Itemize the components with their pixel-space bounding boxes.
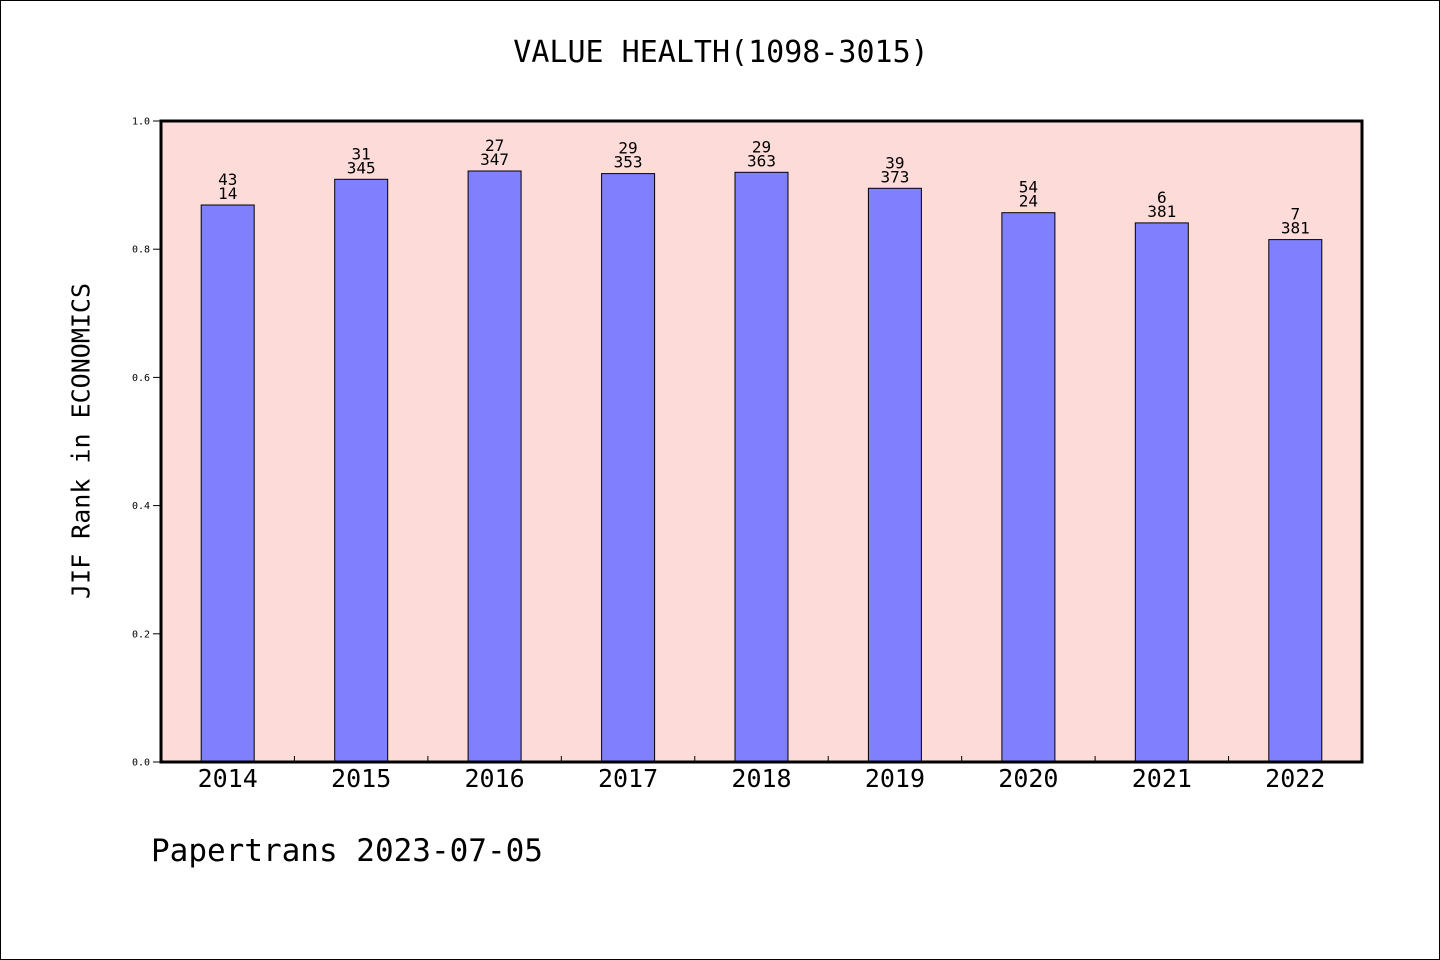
data-label-bottom-2014: 14 xyxy=(218,184,237,203)
y-tick-label-0.6: 0.6 xyxy=(132,373,150,384)
bar-2019 xyxy=(867,187,922,763)
data-label-top-2018: 29 xyxy=(752,137,771,156)
x-axis: 2014 2015 2016 2017 2018 2019 2020 2021 2022 xyxy=(198,756,1325,793)
data-label-bottom-2020: 24 xyxy=(1019,192,1038,211)
x-tick-label-2019: 2019 xyxy=(865,764,925,793)
data-label-bottom-2018: 363 xyxy=(747,151,776,170)
x-tick-label-2022: 2022 xyxy=(1265,764,1325,793)
bar-2020 xyxy=(1001,212,1056,763)
data-label-bottom-2022: 381 xyxy=(1281,219,1310,238)
bar-2017 xyxy=(601,173,656,763)
x-tick-label-2017: 2017 xyxy=(598,764,658,793)
x-tick-label-2014: 2014 xyxy=(198,764,258,793)
bar-2014 xyxy=(200,204,255,763)
data-label-top-2015: 31 xyxy=(352,144,371,163)
bars-layer xyxy=(200,170,1323,763)
data-label-top-2019: 39 xyxy=(885,153,904,172)
y-tick-label-0.8: 0.8 xyxy=(132,245,150,256)
x-tick-label-2016: 2016 xyxy=(465,764,525,793)
y-tick-label-0.4: 0.4 xyxy=(132,501,150,512)
data-label-bottom-2015: 345 xyxy=(347,158,376,177)
data-label-top-2014: 43 xyxy=(218,170,237,189)
data-label-top-2022: 7 xyxy=(1290,205,1300,224)
data-label-bottom-2021: 381 xyxy=(1147,202,1176,221)
bar-2016 xyxy=(467,170,522,763)
plot-border xyxy=(159,119,1364,764)
x-tick-label-2018: 2018 xyxy=(731,764,791,793)
y-tick-label-0.0: 0.0 xyxy=(132,758,150,769)
data-label-top-2017: 29 xyxy=(618,139,637,158)
bar-2021 xyxy=(1134,222,1189,763)
x-tick-label-2020: 2020 xyxy=(998,764,1058,793)
data-label-top-2016: 27 xyxy=(485,136,504,155)
data-label-top-2020: 54 xyxy=(1019,178,1038,197)
y-axis-label: JIF Rank in ECONOMICS xyxy=(66,282,96,600)
bar-2022 xyxy=(1268,239,1323,763)
data-label-bottom-2017: 353 xyxy=(614,153,643,172)
y-axis: 0.0 0.2 0.4 0.6 0.8 1.0 xyxy=(132,117,161,769)
chart-title: VALUE HEALTH(1098-3015) xyxy=(513,35,929,70)
x-tick-label-2021: 2021 xyxy=(1132,764,1192,793)
footer-watermark: Papertrans 2023-07-05 xyxy=(151,833,543,869)
y-tick-label-0.2: 0.2 xyxy=(132,629,150,640)
bar-2018 xyxy=(734,171,789,763)
data-label-top-2021: 6 xyxy=(1157,188,1167,207)
bar-2015 xyxy=(334,178,389,763)
data-label-bottom-2019: 373 xyxy=(880,167,909,186)
y-tick-label-1.0: 1.0 xyxy=(132,117,150,128)
x-tick-label-2015: 2015 xyxy=(331,764,391,793)
data-label-bottom-2016: 347 xyxy=(480,150,509,169)
